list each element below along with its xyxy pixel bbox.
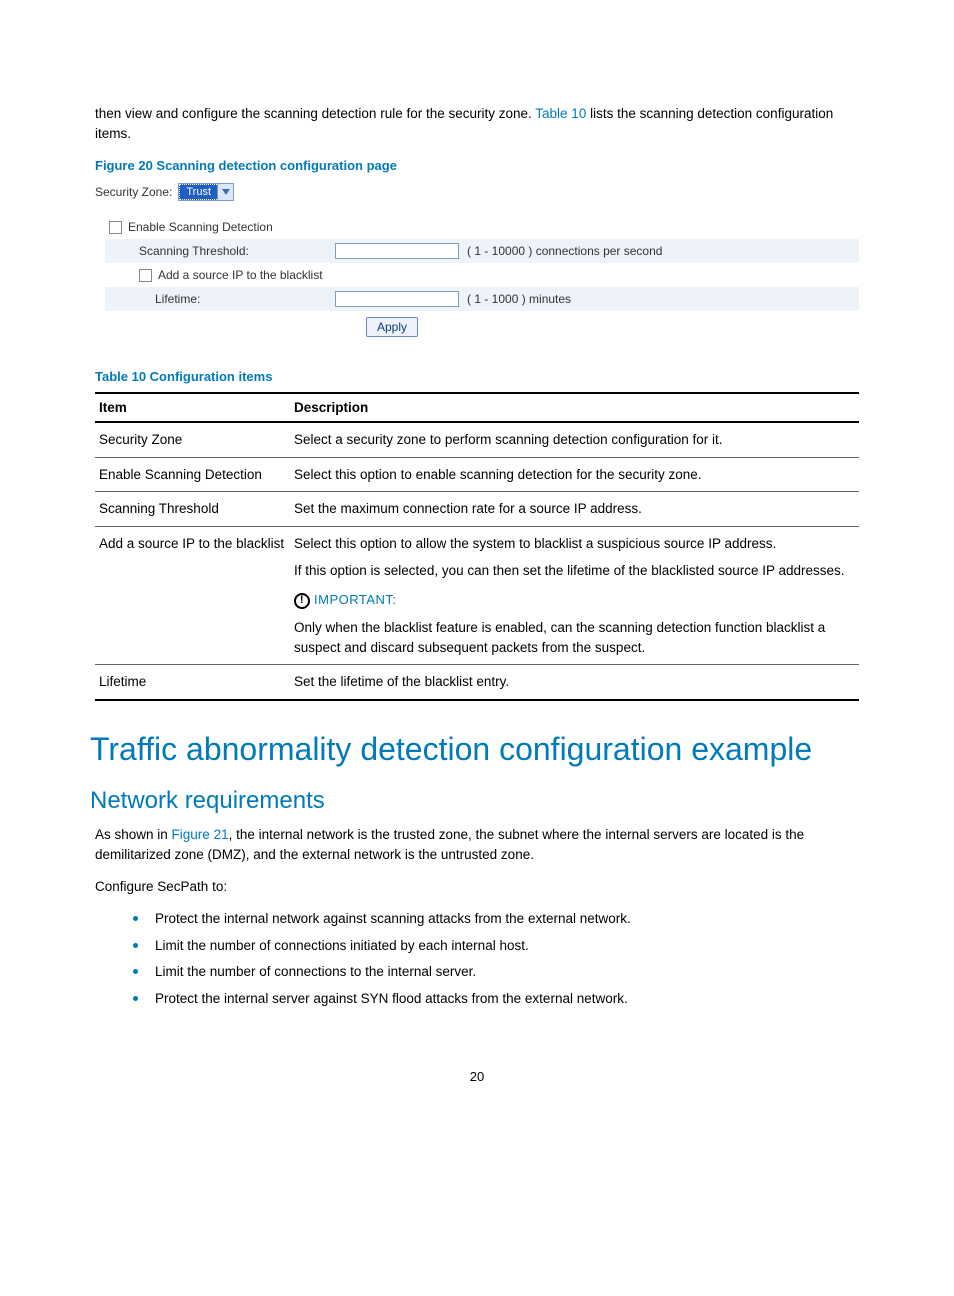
enable-scanning-label: Enable Scanning Detection [128,220,273,234]
add-blacklist-label: Add a source IP to the blacklist [158,268,323,282]
scanning-threshold-input[interactable] [335,243,459,259]
cell-item: Enable Scanning Detection [95,457,290,492]
lifetime-hint: ( 1 - 1000 ) minutes [463,292,571,306]
table10-head-desc: Description [290,393,859,422]
table-row: Add a source IP to the blacklist Select … [95,526,859,665]
table10-link[interactable]: Table 10 [535,106,586,121]
table-row: Security Zone Select a security zone to … [95,422,859,457]
enable-scanning-checkbox[interactable] [109,221,122,234]
paragraph-2: Configure SecPath to: [95,877,859,897]
blacklist-p1: Select this option to allow the system t… [294,534,855,554]
list-item: Protect the internal network against sca… [155,910,859,929]
table10: Item Description Security Zone Select a … [95,392,859,701]
table-row: Scanning Threshold Set the maximum conne… [95,492,859,527]
table-row: Enable Scanning Detection Select this op… [95,457,859,492]
figure21-link[interactable]: Figure 21 [172,827,229,842]
scanning-threshold-label: Scanning Threshold: [139,244,249,258]
cell-desc: Select this option to allow the system t… [290,526,859,665]
figure20-panel: Security Zone: Trust Enable Scanning Det… [95,181,859,347]
apply-button[interactable]: Apply [366,317,418,337]
cell-item: Lifetime [95,665,290,700]
blacklist-p2: If this option is selected, you can then… [294,561,855,581]
table-row: Lifetime Set the lifetime of the blackli… [95,665,859,700]
blacklist-p3: Only when the blacklist feature is enabl… [294,618,855,657]
requirements-list: Protect the internal network against sca… [95,910,859,1010]
important-icon: ! [294,593,310,609]
list-item: Protect the internal server against SYN … [155,990,859,1009]
lifetime-input[interactable] [335,291,459,307]
cell-desc: Select this option to enable scanning de… [290,457,859,492]
cell-desc: Select a security zone to perform scanni… [290,422,859,457]
important-callout: ! IMPORTANT: [294,591,397,610]
table10-caption: Table 10 Configuration items [95,369,859,384]
scanning-threshold-hint: ( 1 - 10000 ) connections per second [463,244,662,258]
add-blacklist-checkbox[interactable] [139,269,152,282]
cell-desc: Set the lifetime of the blacklist entry. [290,665,859,700]
list-item: Limit the number of connections initiate… [155,937,859,956]
table10-head-item: Item [95,393,290,422]
chevron-down-icon [217,184,233,200]
security-zone-label: Security Zone: [95,185,172,199]
section-heading: Traffic abnormality detection configurat… [90,729,859,769]
page-number: 20 [95,1069,859,1084]
important-text: IMPORTANT: [314,591,397,610]
cell-item: Scanning Threshold [95,492,290,527]
cell-desc: Set the maximum connection rate for a so… [290,492,859,527]
paragraph-1: As shown in Figure 21, the internal netw… [95,825,859,866]
lifetime-label: Lifetime: [155,292,200,306]
figure20-caption: Figure 20 Scanning detection configurati… [95,158,859,173]
intro-paragraph: then view and configure the scanning det… [95,104,859,145]
list-item: Limit the number of connections to the i… [155,963,859,982]
security-zone-value: Trust [179,184,217,200]
intro-before: then view and configure the scanning det… [95,106,535,121]
cell-item: Security Zone [95,422,290,457]
security-zone-select[interactable]: Trust [178,183,234,201]
para1-before: As shown in [95,827,172,842]
cell-item: Add a source IP to the blacklist [95,526,290,665]
subsection-heading: Network requirements [90,787,859,815]
